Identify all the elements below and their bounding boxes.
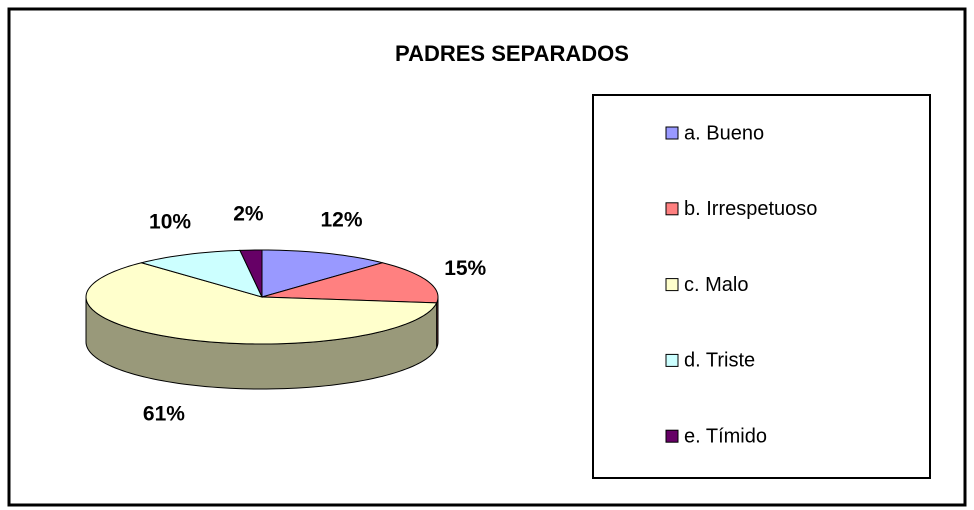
legend-label: e. Tímido: [684, 425, 767, 447]
legend-label: c. Malo: [684, 274, 748, 296]
legend-label: a. Bueno: [684, 122, 764, 144]
data-label: 12%: [320, 208, 362, 231]
data-label: 61%: [143, 403, 185, 426]
legend-swatch: [665, 126, 679, 140]
data-label: 10%: [149, 210, 191, 233]
legend-label: b. Irrespetuoso: [684, 198, 817, 220]
pie-slice: [85, 262, 438, 345]
pie-slice: [261, 249, 385, 298]
legend-label: d. Triste: [684, 350, 755, 372]
legend-box: [592, 94, 931, 479]
data-label: 2%: [233, 203, 264, 226]
data-label: 15%: [444, 257, 486, 280]
legend-swatch: [665, 202, 679, 216]
legend-swatch: [665, 353, 679, 367]
legend-swatch: [665, 278, 679, 292]
chart-title: PADRES SEPARADOS: [395, 41, 629, 66]
legend-swatch: [665, 429, 679, 443]
pie-slice: [139, 249, 263, 298]
pie-slice: [239, 249, 263, 298]
pie-slice: [261, 262, 439, 304]
